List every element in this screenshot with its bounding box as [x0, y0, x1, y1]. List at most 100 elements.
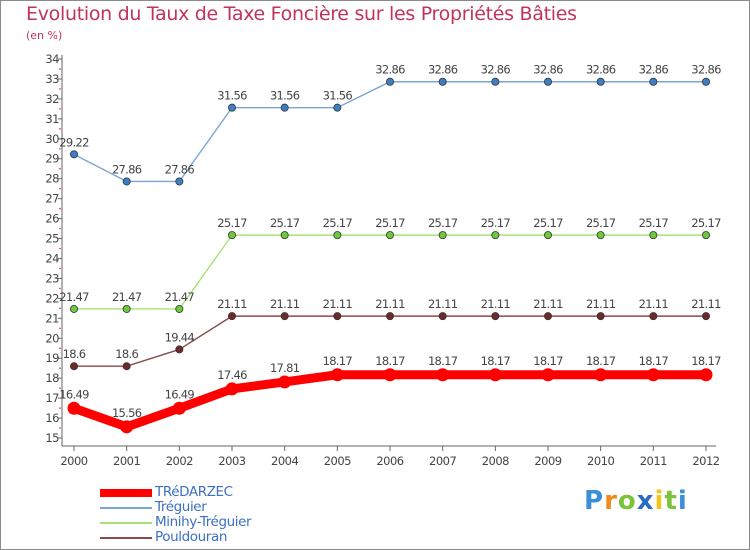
data-point-minihy-treguier: [491, 231, 500, 240]
logo-letter: i: [677, 486, 688, 516]
y-tick-label: 31: [45, 112, 59, 126]
data-point-tredarzec: [172, 401, 186, 415]
y-axis-minor-dot: [59, 68, 61, 70]
x-tick-label: 2009: [534, 454, 561, 468]
data-label-pouldouran: 21.11: [691, 297, 721, 311]
legend-label-pouldouran: Pouldouran: [155, 529, 227, 545]
data-label-pouldouran: 18.6: [63, 347, 86, 361]
data-label-tredarzec: 18.17: [428, 354, 458, 368]
data-point-pouldouran: [438, 312, 447, 321]
y-axis-minor-dot: [59, 147, 61, 150]
x-tick-label: 2001: [113, 454, 140, 468]
y-tick-label: 18: [45, 371, 59, 385]
data-point-minihy-treguier: [227, 231, 236, 240]
data-label-minihy-treguier: 25.17: [481, 216, 511, 230]
legend-swatch-tredarzec: [100, 489, 152, 497]
chart-title: Evolution du Taux de Taxe Foncière sur l…: [26, 3, 577, 25]
data-label-tredarzec: 18.17: [691, 354, 721, 368]
x-tick-label: 2008: [482, 454, 509, 468]
y-tick-label: 24: [45, 251, 59, 265]
x-tick-label: 2006: [376, 454, 403, 468]
data-point-tredarzec: [67, 401, 81, 415]
y-tick-label: 16: [45, 411, 59, 425]
data-point-pouldouran: [333, 312, 342, 321]
y-tick-label: 26: [45, 212, 59, 226]
y-axis-minor-dot: [59, 88, 61, 90]
data-point-minihy-treguier: [702, 231, 711, 240]
data-label-tredarzec: 18.17: [375, 354, 405, 368]
data-point-minihy-treguier: [175, 304, 184, 313]
data-point-pouldouran: [227, 312, 236, 321]
data-label-treguier: 32.86: [639, 63, 669, 77]
data-label-tredarzec: 18.17: [586, 354, 616, 368]
data-point-treguier: [227, 103, 236, 112]
data-point-minihy-treguier: [280, 231, 289, 240]
data-point-treguier: [385, 77, 394, 86]
y-tick-label: 34: [45, 52, 59, 66]
data-label-pouldouran: 21.11: [428, 297, 458, 311]
y-tick-label: 25: [45, 232, 59, 246]
data-point-minihy-treguier: [70, 304, 79, 313]
logo-letter: P: [584, 486, 605, 516]
data-point-pouldouran: [544, 312, 553, 321]
data-point-tredarzec: [383, 368, 397, 382]
data-point-minihy-treguier: [333, 231, 342, 240]
data-label-pouldouran: 21.11: [481, 297, 511, 311]
data-point-minihy-treguier: [438, 231, 447, 240]
y-axis-minor-dot: [59, 207, 61, 210]
y-tick-label: 32: [45, 92, 59, 106]
data-label-minihy-treguier: 25.17: [323, 216, 353, 230]
data-label-pouldouran: 18.6: [115, 347, 138, 361]
x-tick-label: 2012: [692, 454, 719, 468]
data-point-treguier: [596, 77, 605, 86]
x-tick-label: 2000: [60, 454, 87, 468]
y-axis-minor-dot: [59, 387, 61, 389]
data-point-tredarzec: [488, 368, 502, 382]
y-axis-minor-dot: [59, 227, 61, 230]
data-point-minihy-treguier: [649, 231, 658, 240]
data-label-pouldouran: 21.11: [533, 297, 563, 311]
y-tick-label: 22: [45, 291, 59, 305]
y-axis-minor-dot: [59, 307, 61, 310]
logo-letter: o: [617, 486, 637, 516]
data-label-tredarzec: 18.17: [481, 354, 511, 368]
data-point-treguier: [702, 77, 711, 86]
data-point-treguier: [280, 103, 289, 112]
data-label-treguier: 27.86: [165, 162, 195, 176]
data-label-treguier: 32.86: [691, 63, 721, 77]
data-point-pouldouran: [70, 362, 79, 371]
data-label-treguier: 32.86: [428, 63, 458, 77]
x-tick-label: 2011: [640, 454, 667, 468]
data-label-minihy-treguier: 21.47: [112, 290, 142, 304]
data-point-tredarzec: [278, 375, 292, 389]
y-tick-label: 27: [45, 192, 59, 206]
data-point-treguier: [649, 77, 658, 86]
y-tick-label: 30: [45, 132, 59, 146]
data-label-treguier: 32.86: [375, 63, 405, 77]
data-point-tredarzec: [436, 368, 450, 382]
data-point-minihy-treguier: [122, 304, 131, 313]
data-label-pouldouran: 19.44: [165, 330, 195, 344]
data-label-pouldouran: 21.11: [217, 297, 247, 311]
logo-letter: t: [664, 486, 678, 516]
y-axis-minor-dot: [59, 287, 61, 290]
legend-label-minihy-treguier: Minihy-Tréguier: [155, 514, 252, 530]
data-point-pouldouran: [702, 312, 711, 321]
x-tick-label: 2004: [271, 454, 298, 468]
data-label-treguier: 31.56: [270, 89, 300, 103]
data-label-tredarzec: 17.46: [217, 368, 247, 382]
data-label-tredarzec: 18.17: [533, 354, 563, 368]
data-point-tredarzec: [120, 420, 134, 434]
data-label-pouldouran: 21.11: [586, 297, 616, 311]
y-tick-label: 17: [45, 391, 59, 405]
data-point-pouldouran: [280, 312, 289, 321]
data-point-treguier: [438, 77, 447, 86]
data-point-tredarzec: [541, 368, 555, 382]
data-point-pouldouran: [596, 312, 605, 321]
data-label-tredarzec: 17.81: [270, 361, 300, 375]
x-tick-label: 2007: [429, 454, 456, 468]
data-point-treguier: [122, 177, 131, 186]
data-label-minihy-treguier: 25.17: [691, 216, 721, 230]
data-point-tredarzec: [699, 368, 713, 382]
